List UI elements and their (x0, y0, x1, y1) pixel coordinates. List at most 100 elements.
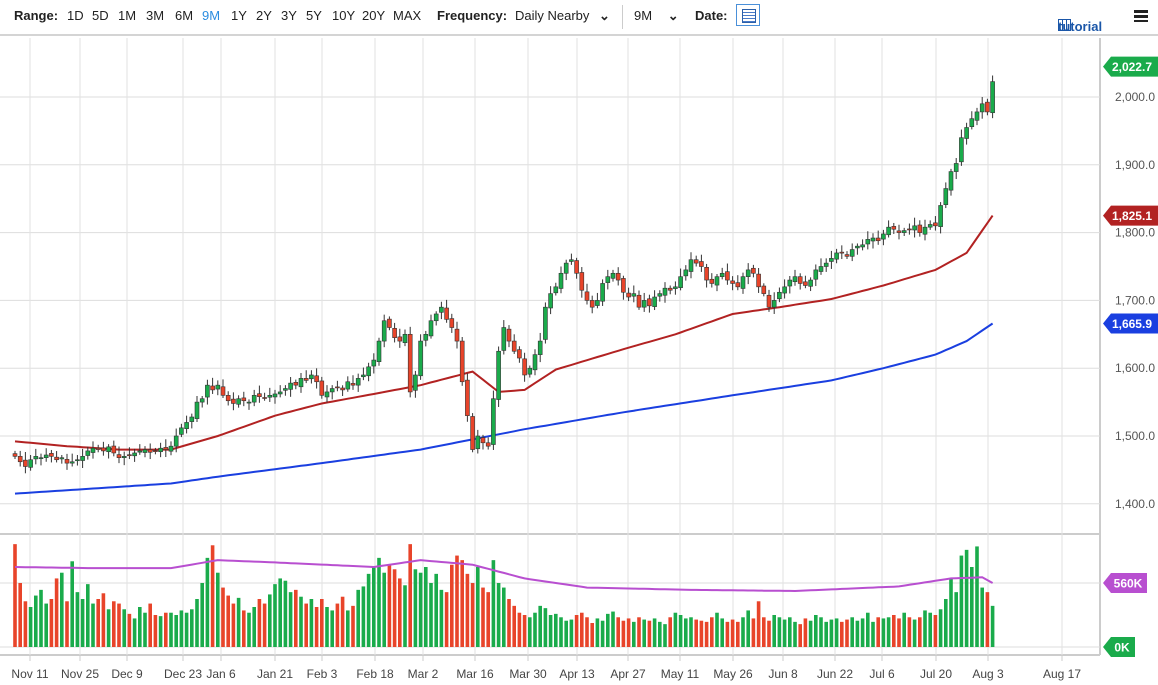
candle (543, 306, 548, 340)
volume-bar (725, 621, 730, 647)
volume-bar (262, 603, 267, 647)
candle (834, 252, 839, 260)
volume-bar (216, 572, 220, 647)
candle (95, 447, 101, 450)
date-label: Date: (695, 8, 728, 23)
volume-bar (834, 618, 839, 647)
candle (298, 378, 304, 388)
volume-bar (730, 619, 735, 647)
range-6m[interactable]: 6M (175, 8, 194, 23)
volume-bar (975, 546, 979, 647)
candle (584, 291, 590, 301)
candle (901, 230, 907, 233)
volume-bar (907, 617, 912, 647)
volume-bar (512, 605, 516, 647)
range-20y[interactable]: 20Y (362, 8, 386, 23)
volume-bar (470, 583, 475, 647)
x-tick-label: Feb 18 (356, 667, 394, 681)
candle (849, 249, 855, 257)
candle (147, 449, 153, 453)
range-max[interactable]: MAX (393, 8, 422, 23)
period-select[interactable]: 9M ⌄ (634, 8, 679, 24)
volume-bar (65, 601, 69, 647)
volume-bar (80, 599, 85, 647)
volume-bar (626, 618, 631, 647)
volume-bar (949, 578, 953, 647)
range-5d[interactable]: 5D (92, 8, 109, 23)
last-price-label: 2,022.7 (1112, 60, 1152, 74)
candle (439, 306, 444, 313)
volume-bar (330, 610, 334, 647)
candle (251, 395, 257, 403)
candle (376, 340, 382, 362)
candle (142, 449, 148, 453)
candle (621, 278, 626, 293)
candle (896, 230, 902, 233)
volume-bar (840, 621, 844, 647)
candle (407, 333, 413, 393)
candle (641, 300, 647, 308)
range-9m[interactable]: 9M (202, 8, 221, 23)
volume-bar (637, 617, 641, 647)
volume-bar (678, 615, 683, 647)
candle (17, 456, 23, 463)
candle (735, 282, 741, 288)
candle (43, 454, 49, 458)
candle (319, 380, 325, 396)
volume-bar (923, 610, 927, 647)
volume-bar (13, 544, 17, 647)
candle (80, 456, 85, 461)
x-tick-label: Mar 16 (456, 667, 494, 681)
frequency-label: Frequency: (437, 8, 508, 23)
candle (163, 447, 169, 450)
range-2y[interactable]: 2Y (256, 8, 272, 23)
volume-bar (96, 599, 100, 647)
candle (626, 292, 631, 298)
candle (964, 127, 969, 139)
volume-bar (964, 549, 969, 647)
candle (173, 435, 179, 447)
volume-bar (824, 621, 828, 647)
candle (101, 447, 106, 452)
candle (740, 276, 746, 289)
volume-bar (938, 609, 943, 647)
volume-bar (75, 592, 80, 647)
range-3y[interactable]: 3Y (281, 8, 297, 23)
candle (111, 445, 117, 454)
candle (823, 262, 829, 267)
candle (979, 103, 985, 113)
volume-bar (684, 618, 688, 647)
y-tick-label: 1,500.0 (1115, 429, 1155, 443)
range-10y[interactable]: 10Y (332, 8, 356, 23)
candle (116, 454, 122, 458)
candle (907, 228, 912, 231)
range-3m[interactable]: 3M (146, 8, 165, 23)
range-5y[interactable]: 5Y (306, 8, 322, 23)
volume-bar (871, 621, 875, 647)
volume-bar (663, 624, 667, 647)
divider (622, 5, 623, 29)
candle (231, 398, 236, 404)
x-tick-label: May 26 (713, 667, 753, 681)
candle (288, 382, 293, 390)
calendar-icon (742, 9, 756, 23)
candle (257, 393, 262, 397)
x-tick-label: Dec 23 (164, 667, 202, 681)
candle (225, 395, 231, 402)
volume-bar (403, 585, 407, 647)
x-tick-label: Nov 11 (11, 667, 48, 681)
hamburger-menu-icon[interactable] (1134, 10, 1148, 22)
candle (340, 387, 345, 391)
range-1m[interactable]: 1M (118, 8, 137, 23)
candle (137, 450, 143, 453)
volume-bar (366, 573, 371, 647)
volume-bar (496, 583, 501, 647)
price-chart[interactable]: 1,400.0 1,500.0 1,600.0 1,700.0 1,800.0 1,900… (0, 35, 1158, 685)
candle (771, 300, 777, 308)
date-picker-button[interactable] (736, 4, 760, 26)
frequency-select[interactable]: Daily Nearby ⌄ (515, 8, 610, 24)
volume-bar (673, 612, 678, 647)
range-1d[interactable]: 1D (67, 8, 84, 23)
range-1y[interactable]: 1Y (231, 8, 247, 23)
volume-bar (528, 617, 532, 647)
